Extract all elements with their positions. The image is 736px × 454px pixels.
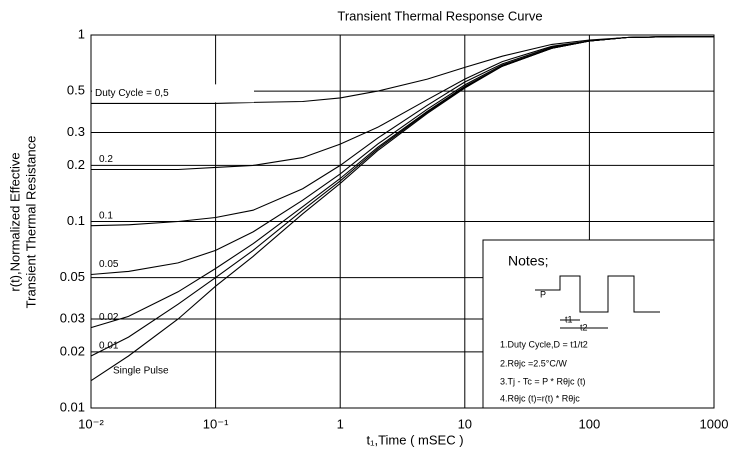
series-label: 0.01	[99, 341, 119, 352]
note-item: 1.Duty Cycle,D = t1/t2	[500, 339, 588, 349]
y-tick-label: 0.02	[60, 343, 85, 358]
chart-title: Transient Thermal Response Curve	[337, 8, 542, 23]
x-tick-label: 10⁻²	[78, 416, 104, 431]
x-tick-label: 1000	[700, 416, 729, 431]
y-axis-label-line: r(t),Normalized Effective	[7, 152, 22, 291]
y-tick-label: 0.03	[60, 310, 85, 325]
y-axis-label-line: Transient Thermal Resistance	[23, 136, 38, 309]
waveform	[535, 275, 660, 313]
notes-frame	[482, 239, 715, 409]
y-tick-label: 0.05	[60, 269, 85, 284]
series-label: 0.02	[99, 312, 119, 323]
series-label: 0.1	[99, 210, 113, 221]
wave-label: t2	[580, 322, 588, 332]
series-label: 0.2	[99, 154, 113, 165]
y-tick-label: 0.1	[67, 213, 85, 228]
x-tick-label: 1	[337, 416, 344, 431]
x-axis-label: t₁,Time ( mSEC )	[366, 432, 463, 447]
series-label: Single Pulse	[113, 365, 169, 376]
y-tick-label: 0.01	[60, 399, 85, 414]
curve	[90, 36, 714, 276]
y-tick-label: 0.3	[67, 124, 85, 139]
y-tick-label: 1	[78, 26, 85, 41]
x-tick-label: 10	[458, 416, 472, 431]
note-item: 3.Tj - Tc = P * Rθjc (t)	[500, 376, 585, 386]
wave-label: t1	[565, 314, 573, 324]
label-bg	[92, 84, 254, 103]
y-axis-label: r(t),Normalized Effective Transient Ther…	[7, 136, 38, 309]
y-tick-label: 0.2	[67, 157, 85, 172]
y-tick-label: 0.5	[67, 83, 85, 98]
notes-box: Notes; P t1 t2 1.Duty Cycle,D = t1/t2 2.…	[482, 239, 715, 409]
x-tick-label: 10⁻¹	[203, 416, 229, 431]
notes-title: Notes;	[508, 253, 548, 269]
series-label: Duty Cycle = 0,5	[95, 88, 169, 99]
wave-label: P	[540, 289, 546, 299]
series-label: 0.05	[99, 259, 119, 270]
note-item: 4.Rθjc (t)=r(t) * Rθjc	[500, 393, 580, 403]
curve	[90, 36, 714, 382]
x-tick-label: 100	[579, 416, 601, 431]
note-item: 2.Rθjc =2.5°C/W	[500, 358, 567, 368]
